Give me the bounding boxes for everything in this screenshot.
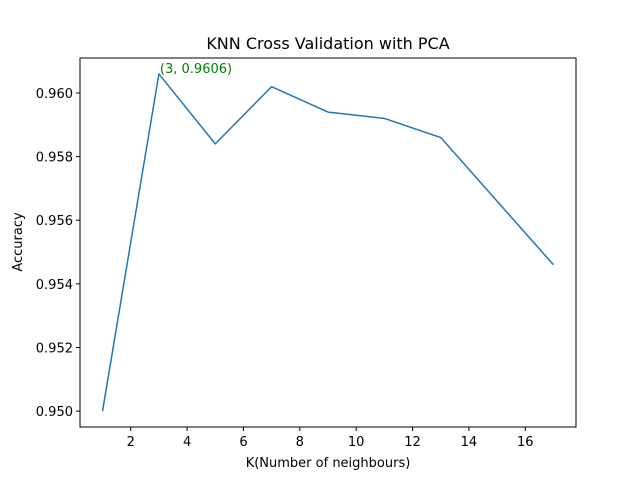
- x-tick-label: 6: [239, 435, 247, 450]
- series-line: [101, 73, 555, 412]
- y-tick-label: 0.958: [36, 151, 73, 166]
- x-tick-label: 14: [461, 435, 478, 450]
- x-axis-title: K(Number of neighbours): [246, 456, 411, 471]
- y-tick-label: 0.960: [36, 87, 73, 102]
- y-axis: 0.950 0.952 0.954 0.956 0.958 0.960: [36, 87, 80, 420]
- y-tick-label: 0.954: [36, 278, 73, 293]
- annotations: (3, 0.9606): [160, 62, 232, 77]
- x-tick-label: 12: [404, 435, 421, 450]
- x-tick-label: 4: [183, 435, 191, 450]
- y-tick-label: 0.950: [36, 405, 73, 420]
- series-layer: [101, 73, 555, 412]
- x-tick-label: 16: [517, 435, 534, 450]
- plot-frame: [79, 57, 577, 428]
- peak-annotation: (3, 0.9606): [160, 62, 232, 77]
- x-tick-label: 2: [127, 435, 135, 450]
- y-axis-title: Accuracy: [11, 212, 26, 272]
- y-tick-label: 0.952: [36, 341, 73, 356]
- x-axis: 2 4 6 8 10 12 14 16: [127, 427, 534, 450]
- chart-title: KNN Cross Validation with PCA: [206, 34, 449, 53]
- plot-area: [80, 58, 576, 427]
- x-tick-label: 10: [348, 435, 365, 450]
- y-tick-label: 0.956: [36, 214, 73, 229]
- x-tick-label: 8: [296, 435, 304, 450]
